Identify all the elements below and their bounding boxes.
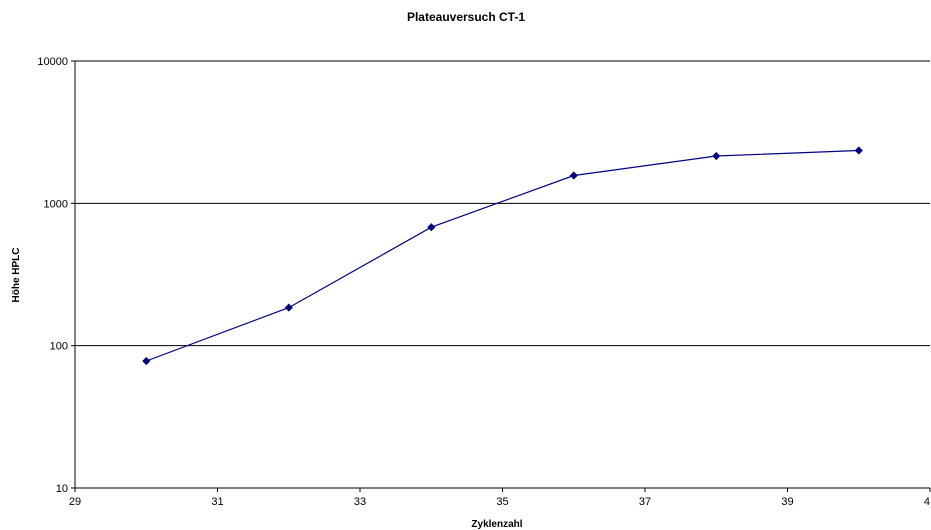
gridlines — [75, 60, 930, 489]
y-axis-label: Höhe HPLC — [11, 248, 22, 303]
x-tick-label: 31 — [211, 496, 223, 508]
y-tick-label: 1000 — [44, 198, 68, 210]
series-layer — [142, 146, 863, 366]
y-tick-labels: 10 100 1000 10000 — [37, 56, 68, 495]
chart-title: Plateauversuch CT-1 — [407, 10, 525, 24]
data-point — [712, 151, 721, 161]
x-tick-label: 33 — [354, 496, 366, 508]
x-tick-label: 29 — [69, 496, 81, 508]
y-tick-label: 10 — [56, 483, 68, 495]
y-tick-label: 100 — [50, 341, 68, 353]
y-tick-label: 10000 — [37, 56, 68, 68]
series-line — [146, 149, 859, 362]
x-tick-label: 35 — [496, 496, 508, 508]
axes — [71, 60, 931, 492]
data-point — [142, 356, 151, 366]
x-tick-label: 41 — [924, 496, 931, 508]
x-tick-label: 39 — [781, 496, 793, 508]
x-tick-label: 37 — [639, 496, 651, 508]
x-axis-label: Zyklenzahl — [471, 519, 522, 530]
data-point — [284, 303, 293, 312]
data-point — [427, 223, 436, 232]
data-point — [854, 146, 863, 155]
x-tick-labels: 29 31 33 35 37 39 41 — [69, 496, 931, 508]
data-point — [569, 171, 578, 180]
